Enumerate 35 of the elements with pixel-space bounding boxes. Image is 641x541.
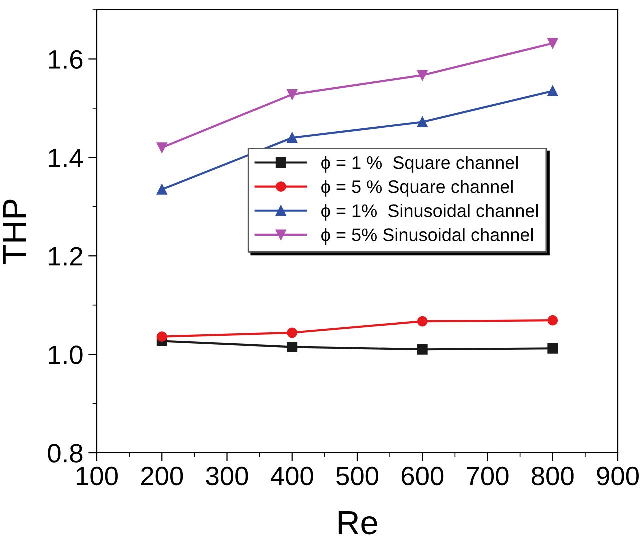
- y-axis-title: THP: [3, 200, 26, 264]
- point: [417, 70, 428, 81]
- point: [156, 332, 168, 342]
- legend-label: ϕ = 5% Sinusoidal channel: [322, 228, 534, 245]
- x-tick-label: 800: [532, 466, 574, 486]
- x-tick-label: 100: [77, 466, 118, 486]
- x-axis-title: Re: [338, 511, 378, 535]
- y-tick-label: 1.0: [49, 346, 83, 364]
- point: [417, 316, 428, 327]
- x-tick-label: 900: [597, 466, 639, 486]
- point: [287, 342, 298, 352]
- x-tick-label: 400: [270, 466, 314, 486]
- legend-label: ϕ = 1% Sinusoidal channel: [322, 204, 538, 221]
- point: [156, 142, 168, 154]
- x-tick-label: 500: [336, 466, 378, 486]
- point: [417, 117, 428, 128]
- x-tick-label: 700: [467, 466, 509, 486]
- legend-label: ϕ = 5 % Square channel: [322, 180, 513, 197]
- point: [287, 132, 298, 144]
- point: [548, 86, 558, 96]
- legend-label: ϕ = 1 % Square channel: [322, 156, 518, 173]
- x-tick-label: 600: [402, 466, 444, 486]
- point: [417, 344, 428, 355]
- y-tick-label: 0.8: [48, 444, 83, 463]
- point: [287, 328, 298, 338]
- point: [548, 315, 558, 326]
- point: [287, 89, 298, 100]
- point: [156, 184, 168, 195]
- point: [548, 38, 558, 49]
- x-tick-label: 200: [141, 466, 184, 486]
- point: [548, 343, 558, 354]
- y-tick-label: 1.6: [49, 50, 83, 70]
- x-tick-label: 300: [206, 466, 248, 486]
- y-tick-label: 1.4: [49, 149, 84, 168]
- y-tick-label: 1.2: [49, 247, 82, 266]
